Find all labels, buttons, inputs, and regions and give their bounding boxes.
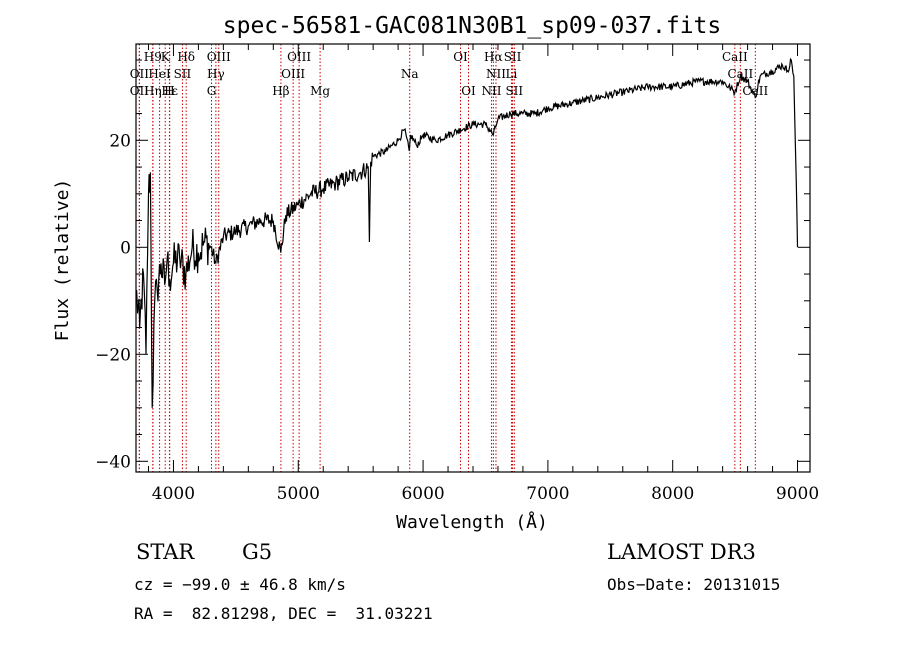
spectral-line-label: OI <box>453 50 468 64</box>
spectral-line-label: Mg <box>310 84 330 98</box>
survey-name: LAMOST DR3 <box>607 540 756 564</box>
x-tick-label: 8000 <box>651 484 694 504</box>
spectral-line-label: Hβ <box>272 84 289 98</box>
spectral-line-label: SII <box>174 67 192 81</box>
x-tick-label: 9000 <box>776 484 819 504</box>
spectral-line-label: Hη <box>144 84 162 98</box>
spectral-line-label: NII <box>486 67 506 81</box>
y-tick-label: 20 <box>109 131 131 151</box>
object-subclass: G5 <box>242 540 273 564</box>
x-tick-label: 7000 <box>526 484 569 504</box>
y-tick-label: −20 <box>95 345 131 365</box>
spectral-line-label: H9 <box>144 50 162 64</box>
x-tick-label: 5000 <box>277 484 320 504</box>
x-tick-label: 4000 <box>152 484 195 504</box>
spectral-line-label: CaII <box>722 50 748 64</box>
spectral-line-label: OIII <box>207 50 231 64</box>
spectral-line-label: SII <box>505 84 523 98</box>
spectral-line-label: Li <box>506 67 518 81</box>
spectral-line-label: OIII <box>281 67 305 81</box>
spectral-line-label: NII <box>481 84 501 98</box>
spectral-line-label: Na <box>401 67 419 81</box>
spectral-line-label: H <box>164 84 174 98</box>
ra-dec: RA = 82.81298, DEC = 31.03221 <box>134 604 433 623</box>
observation-date: Obs−Date: 20131015 <box>607 575 781 594</box>
spectral-line-label: SII <box>504 50 522 64</box>
spectral-line-label: K <box>161 50 171 64</box>
spectral-line-label: OII <box>130 67 150 81</box>
y-tick-label: −40 <box>95 452 131 472</box>
x-axis-label: Wavelength (Å) <box>396 511 548 533</box>
spectral-line-label: Hδ <box>177 50 195 64</box>
plot-frame <box>135 43 811 473</box>
spectral-line-label: Hγ <box>207 67 225 81</box>
object-class: STAR <box>136 540 195 564</box>
x-tick-label: 6000 <box>401 484 444 504</box>
y-tick-label: 0 <box>120 238 131 258</box>
spectral-line-label: G <box>207 84 217 98</box>
spectrum-line <box>135 57 799 408</box>
spectral-line-label: HeI <box>148 67 171 81</box>
spectral-line-label: OII <box>130 84 150 98</box>
spectral-line-label: OI <box>461 84 476 98</box>
spectral-line-label: Hα <box>484 50 503 64</box>
spectral-line-label: OIII <box>287 50 311 64</box>
spectral-line-label: Hε <box>161 84 178 98</box>
y-axis-label: Flux (relative) <box>52 179 73 342</box>
chart-title: spec-56581-GAC081N30B1_sp09-037.fits <box>223 13 722 39</box>
redshift-cz: cz = −99.0 ± 46.8 km/s <box>134 575 346 594</box>
